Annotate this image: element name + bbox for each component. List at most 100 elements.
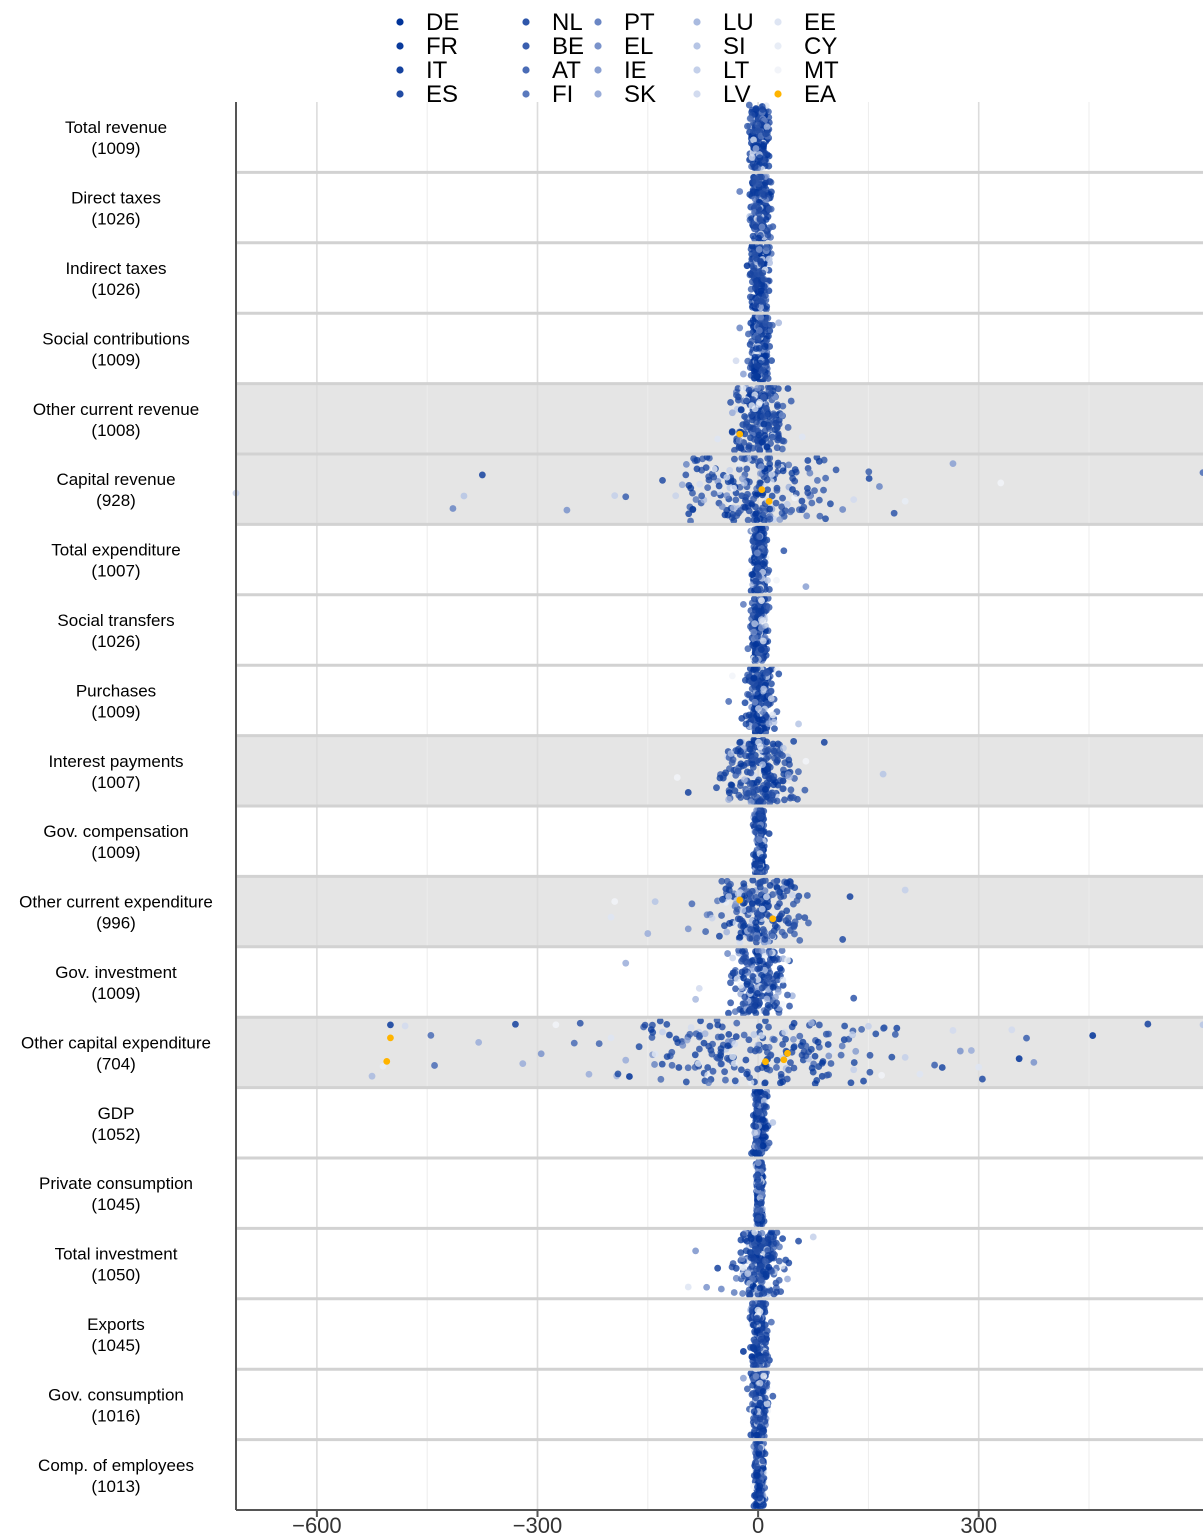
data-point (790, 1044, 798, 1051)
data-point (791, 921, 799, 929)
data-point (732, 357, 740, 365)
data-point (786, 1002, 793, 1010)
legend-label: MT (804, 57, 839, 84)
data-point (828, 1046, 836, 1054)
data-point (938, 1064, 946, 1071)
data-point (778, 412, 786, 419)
row-label-name: Interest payments (48, 752, 183, 771)
data-point (701, 1030, 709, 1038)
data-point (1008, 1026, 1016, 1034)
data-point (769, 1119, 777, 1126)
data-point (795, 913, 803, 921)
legend-label: CY (804, 33, 837, 60)
data-point (755, 738, 762, 746)
row-label-count: (1008) (91, 421, 140, 440)
data-point (728, 409, 736, 417)
data-point (727, 750, 735, 757)
data-point (746, 115, 754, 122)
data-point (785, 756, 793, 764)
row-label-name: Other current revenue (33, 400, 199, 419)
data-point (750, 1361, 758, 1369)
data-point (727, 979, 734, 987)
data-point (725, 1009, 732, 1017)
data-point (723, 473, 731, 481)
row-label-name: Gov. investment (55, 963, 177, 982)
data-point (759, 761, 766, 769)
data-point (693, 456, 701, 464)
data-point (734, 890, 742, 898)
data-point (901, 886, 909, 894)
data-point (537, 1050, 545, 1058)
data-point (762, 405, 769, 413)
data-point (754, 126, 762, 134)
data-point (478, 471, 486, 479)
data-point (733, 1019, 741, 1027)
data-point (751, 254, 759, 261)
data-point (791, 494, 799, 502)
data-point (839, 506, 847, 513)
data-point (729, 478, 737, 485)
data-point (570, 1039, 578, 1047)
data-point (607, 913, 615, 921)
data-point (850, 1066, 858, 1074)
data-point (512, 1020, 519, 1028)
data-point (763, 476, 771, 484)
row-label-name: Other current expenditure (19, 893, 213, 912)
legend-label: ES (426, 81, 458, 108)
legend-label: FI (552, 81, 573, 108)
data-point (757, 298, 765, 305)
data-point (752, 655, 759, 663)
data-point (730, 484, 738, 492)
legend-marker (693, 18, 701, 26)
row-label-count: (704) (96, 1054, 136, 1073)
data-point (750, 1031, 758, 1038)
data-point (768, 791, 776, 799)
data-point (741, 676, 749, 684)
legend-label: AT (552, 57, 581, 84)
data-point (852, 1047, 860, 1055)
data-point (766, 949, 773, 957)
data-point (820, 456, 828, 464)
data-point (850, 1059, 858, 1066)
data-point (668, 1061, 676, 1069)
data-point (687, 1024, 695, 1031)
data-point (746, 745, 754, 753)
data-point (1023, 1034, 1030, 1042)
data-point (752, 372, 760, 380)
data-point (475, 1038, 483, 1046)
data-point (682, 471, 690, 479)
data-point (765, 774, 773, 781)
data-point (784, 991, 791, 999)
row-label-count: (1009) (91, 702, 140, 721)
data-point (778, 503, 786, 511)
data-point (772, 972, 780, 979)
data-point (755, 705, 762, 713)
data-point (761, 1090, 769, 1098)
data-point (753, 1431, 761, 1439)
data-point (790, 794, 798, 802)
data-point (791, 884, 799, 892)
data-point (790, 737, 798, 745)
data-point (729, 504, 737, 512)
data-point (754, 564, 762, 572)
data-point (749, 821, 757, 829)
data-point (752, 1373, 760, 1380)
data-point (761, 559, 769, 566)
data-point (820, 486, 827, 494)
data-point (767, 695, 775, 703)
data-point (803, 512, 811, 520)
data-point (728, 781, 736, 789)
data-point (758, 646, 765, 654)
data-point (757, 257, 764, 265)
data-point (753, 362, 761, 370)
data-point (751, 526, 759, 534)
data-point (748, 338, 755, 345)
data-point (743, 759, 751, 767)
data-point (702, 928, 710, 935)
data-point (768, 357, 775, 365)
data-point (722, 1076, 729, 1084)
data-point (758, 624, 765, 632)
data-point (747, 769, 755, 777)
data-point (804, 489, 812, 497)
legend-marker (396, 18, 404, 26)
